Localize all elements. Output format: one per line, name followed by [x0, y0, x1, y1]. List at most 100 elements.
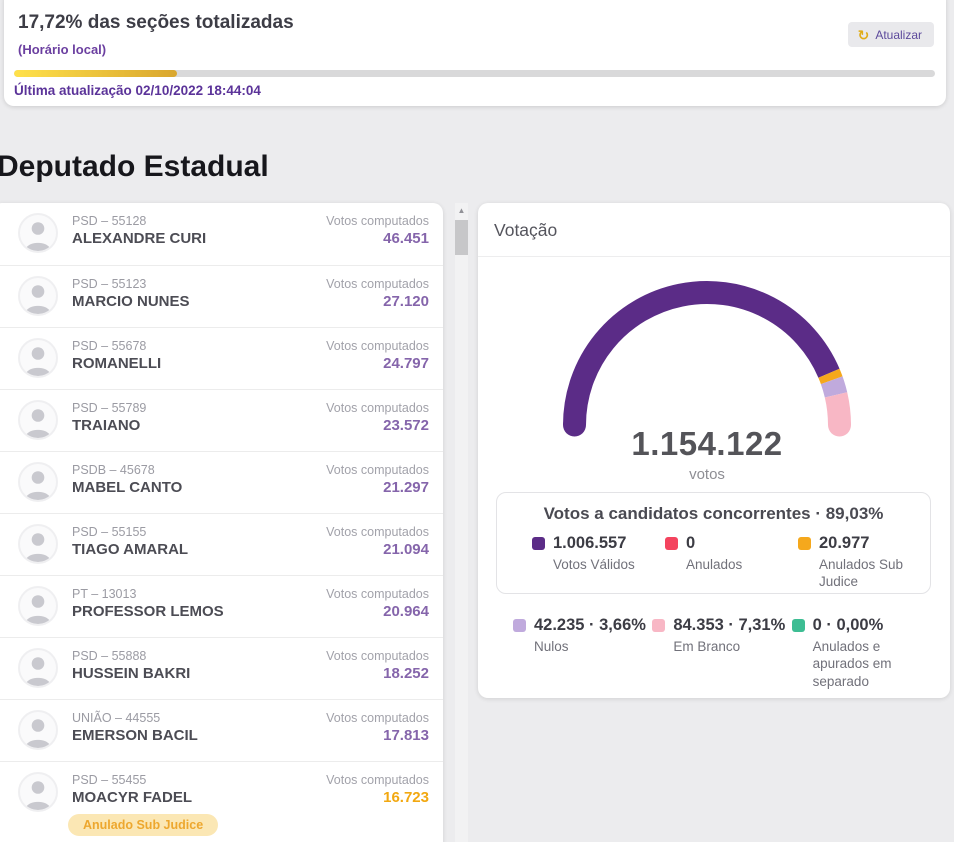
candidate-row[interactable]: PSD – 55123 MARCIO NUNES Votos computado… — [0, 265, 443, 327]
votes-computed-value: 27.120 — [383, 293, 429, 310]
candidate-row[interactable]: PSD – 55888 HUSSEIN BAKRI Votos computad… — [0, 637, 443, 699]
page-title: Deputado Estadual — [0, 150, 269, 183]
legend-item: 0 Anulados — [665, 533, 798, 591]
refresh-icon: ↻ — [857, 26, 870, 43]
candidate-row[interactable]: PSDB – 45678 MABEL CANTO Votos computado… — [0, 451, 443, 513]
last-update-text: Última atualização 02/10/2022 18:44:04 — [14, 83, 261, 98]
candidate-name: TRAIANO — [72, 417, 141, 434]
legend-value: 0 — [686, 534, 696, 552]
candidate-row[interactable]: PSD – 55128 ALEXANDRE CURI Votos computa… — [0, 203, 443, 265]
legend-item: 84.353 · 7,31% Em Branco — [652, 615, 791, 690]
gauge-arc — [563, 281, 851, 437]
candidate-name: MABEL CANTO — [72, 479, 183, 496]
candidate-party-number: PSD – 55455 — [72, 773, 147, 787]
candidate-name: ROMANELLI — [72, 355, 162, 372]
candidate-name: EMERSON BACIL — [72, 727, 198, 744]
candidate-row[interactable]: PSD – 55789 TRAIANO Votos computados 23.… — [0, 389, 443, 451]
legend-label: Nulos — [534, 638, 569, 654]
candidate-avatar — [18, 400, 58, 440]
sub-judice-badge: Anulado Sub Judice — [68, 814, 219, 836]
votes-gauge-chart: 1.154.122 votos — [478, 253, 950, 483]
candidate-name: ALEXANDRE CURI — [72, 230, 207, 247]
candidate-name: TIAGO AMARAL — [72, 541, 189, 558]
legend-swatch — [665, 537, 678, 550]
legend-item: 20.977 Anulados Sub Judice — [798, 533, 931, 591]
candidate-row[interactable]: UNIÃO – 44555 EMERSON BACIL Votos comput… — [0, 699, 443, 761]
totalization-progress-track — [14, 70, 935, 77]
candidate-row[interactable]: PT – 13013 PROFESSOR LEMOS Votos computa… — [0, 575, 443, 637]
votes-computed-label: Votos computados — [326, 711, 429, 725]
votes-computed-value: 16.723 — [383, 789, 429, 806]
votes-computed-value: 46.451 — [383, 230, 429, 247]
votes-computed-value: 20.964 — [383, 603, 429, 620]
list-scrollbar[interactable]: ▲ — [455, 203, 468, 842]
candidate-row[interactable]: PSD – 55455 MOACYR FADEL Votos computado… — [0, 761, 443, 842]
candidate-row[interactable]: PSD – 55155 TIAGO AMARAL Votos computado… — [0, 513, 443, 575]
refresh-button[interactable]: ↻ Atualizar — [847, 22, 934, 47]
candidate-avatar — [18, 338, 58, 378]
candidate-avatar — [18, 524, 58, 564]
candidate-avatar — [18, 648, 58, 688]
legend-swatch — [652, 619, 666, 632]
votes-computed-label: Votos computados — [326, 587, 429, 601]
candidate-party-number: PSD – 55155 — [72, 525, 147, 539]
legend-item: 1.006.557 Votos Válidos — [532, 533, 665, 591]
legend-item: 0 · 0,00% Anulados e apurados em separad… — [791, 615, 931, 690]
gauge-total-label: votos — [689, 466, 725, 483]
totalization-title: 17,72% das seções totalizadas — [18, 12, 294, 33]
candidate-row[interactable]: PSD – 55678 ROMANELLI Votos computados 2… — [0, 327, 443, 389]
candidate-avatar — [18, 462, 58, 502]
candidate-name: PROFESSOR LEMOS — [72, 603, 224, 620]
candidate-list: PSD – 55128 ALEXANDRE CURI Votos computa… — [0, 203, 443, 842]
legend-value: 42.235 · 3,66% — [534, 616, 646, 634]
votes-computed-value: 21.297 — [383, 479, 429, 496]
legend-value: 20.977 — [819, 534, 870, 552]
local-time-note: (Horário local) — [18, 42, 107, 57]
legend-label: Em Branco — [673, 638, 741, 654]
legend-label: Anulados e apurados em separado — [812, 638, 892, 689]
legend-swatch — [532, 537, 545, 550]
candidate-avatar — [18, 772, 58, 812]
legend-label: Votos Válidos — [553, 556, 635, 572]
legend-label: Anulados — [686, 556, 743, 572]
candidate-avatar — [18, 276, 58, 316]
votacao-panel: Votação 1.154.122 votos Votos a candidat… — [478, 203, 950, 698]
votes-computed-value: 24.797 — [383, 355, 429, 372]
votes-computed-label: Votos computados — [326, 401, 429, 415]
votes-computed-label: Votos computados — [326, 277, 429, 291]
votes-computed-value: 18.252 — [383, 665, 429, 682]
scrollbar-up-arrow-icon[interactable]: ▲ — [457, 206, 466, 215]
votes-computed-value: 23.572 — [383, 417, 429, 434]
candidate-party-number: UNIÃO – 44555 — [72, 711, 161, 725]
votes-computed-label: Votos computados — [326, 649, 429, 663]
candidate-party-number: PSDB – 45678 — [72, 463, 155, 477]
candidate-party-number: PSD – 55888 — [72, 649, 147, 663]
votes-computed-label: Votos computados — [326, 214, 429, 228]
legend-label: Anulados Sub Judice — [819, 556, 904, 590]
gauge-total-votes: 1.154.122 — [631, 425, 783, 462]
candidate-avatar — [18, 586, 58, 626]
candidate-name: MARCIO NUNES — [72, 293, 190, 310]
concurrent-votes-title: Votos a candidatos concorrentes · 89,03% — [543, 504, 884, 523]
candidate-party-number: PSD – 55123 — [72, 277, 147, 291]
votes-computed-label: Votos computados — [326, 463, 429, 477]
votacao-panel-title: Votação — [478, 203, 950, 257]
votes-computed-label: Votos computados — [326, 339, 429, 353]
legend-item: 42.235 · 3,66% Nulos — [513, 615, 652, 690]
candidate-party-number: PSD – 55678 — [72, 339, 147, 353]
legend-swatch — [513, 619, 526, 632]
legend-swatch — [798, 537, 811, 550]
legend-swatch — [791, 619, 805, 632]
candidate-avatar — [18, 213, 58, 253]
legend-value: 0 · 0,00% — [812, 616, 884, 634]
candidate-name: HUSSEIN BAKRI — [72, 665, 191, 682]
scrollbar-thumb[interactable] — [455, 220, 468, 255]
concurrent-votes-box: Votos a candidatos concorrentes · 89,03%… — [496, 492, 931, 594]
votes-computed-label: Votos computados — [326, 525, 429, 539]
totalization-card: 17,72% das seções totalizadas (Horário l… — [4, 0, 946, 106]
candidate-avatar — [18, 710, 58, 750]
votes-computed-value: 21.094 — [383, 541, 429, 558]
totalization-progress-fill — [14, 70, 178, 77]
candidate-name: MOACYR FADEL — [72, 789, 192, 806]
